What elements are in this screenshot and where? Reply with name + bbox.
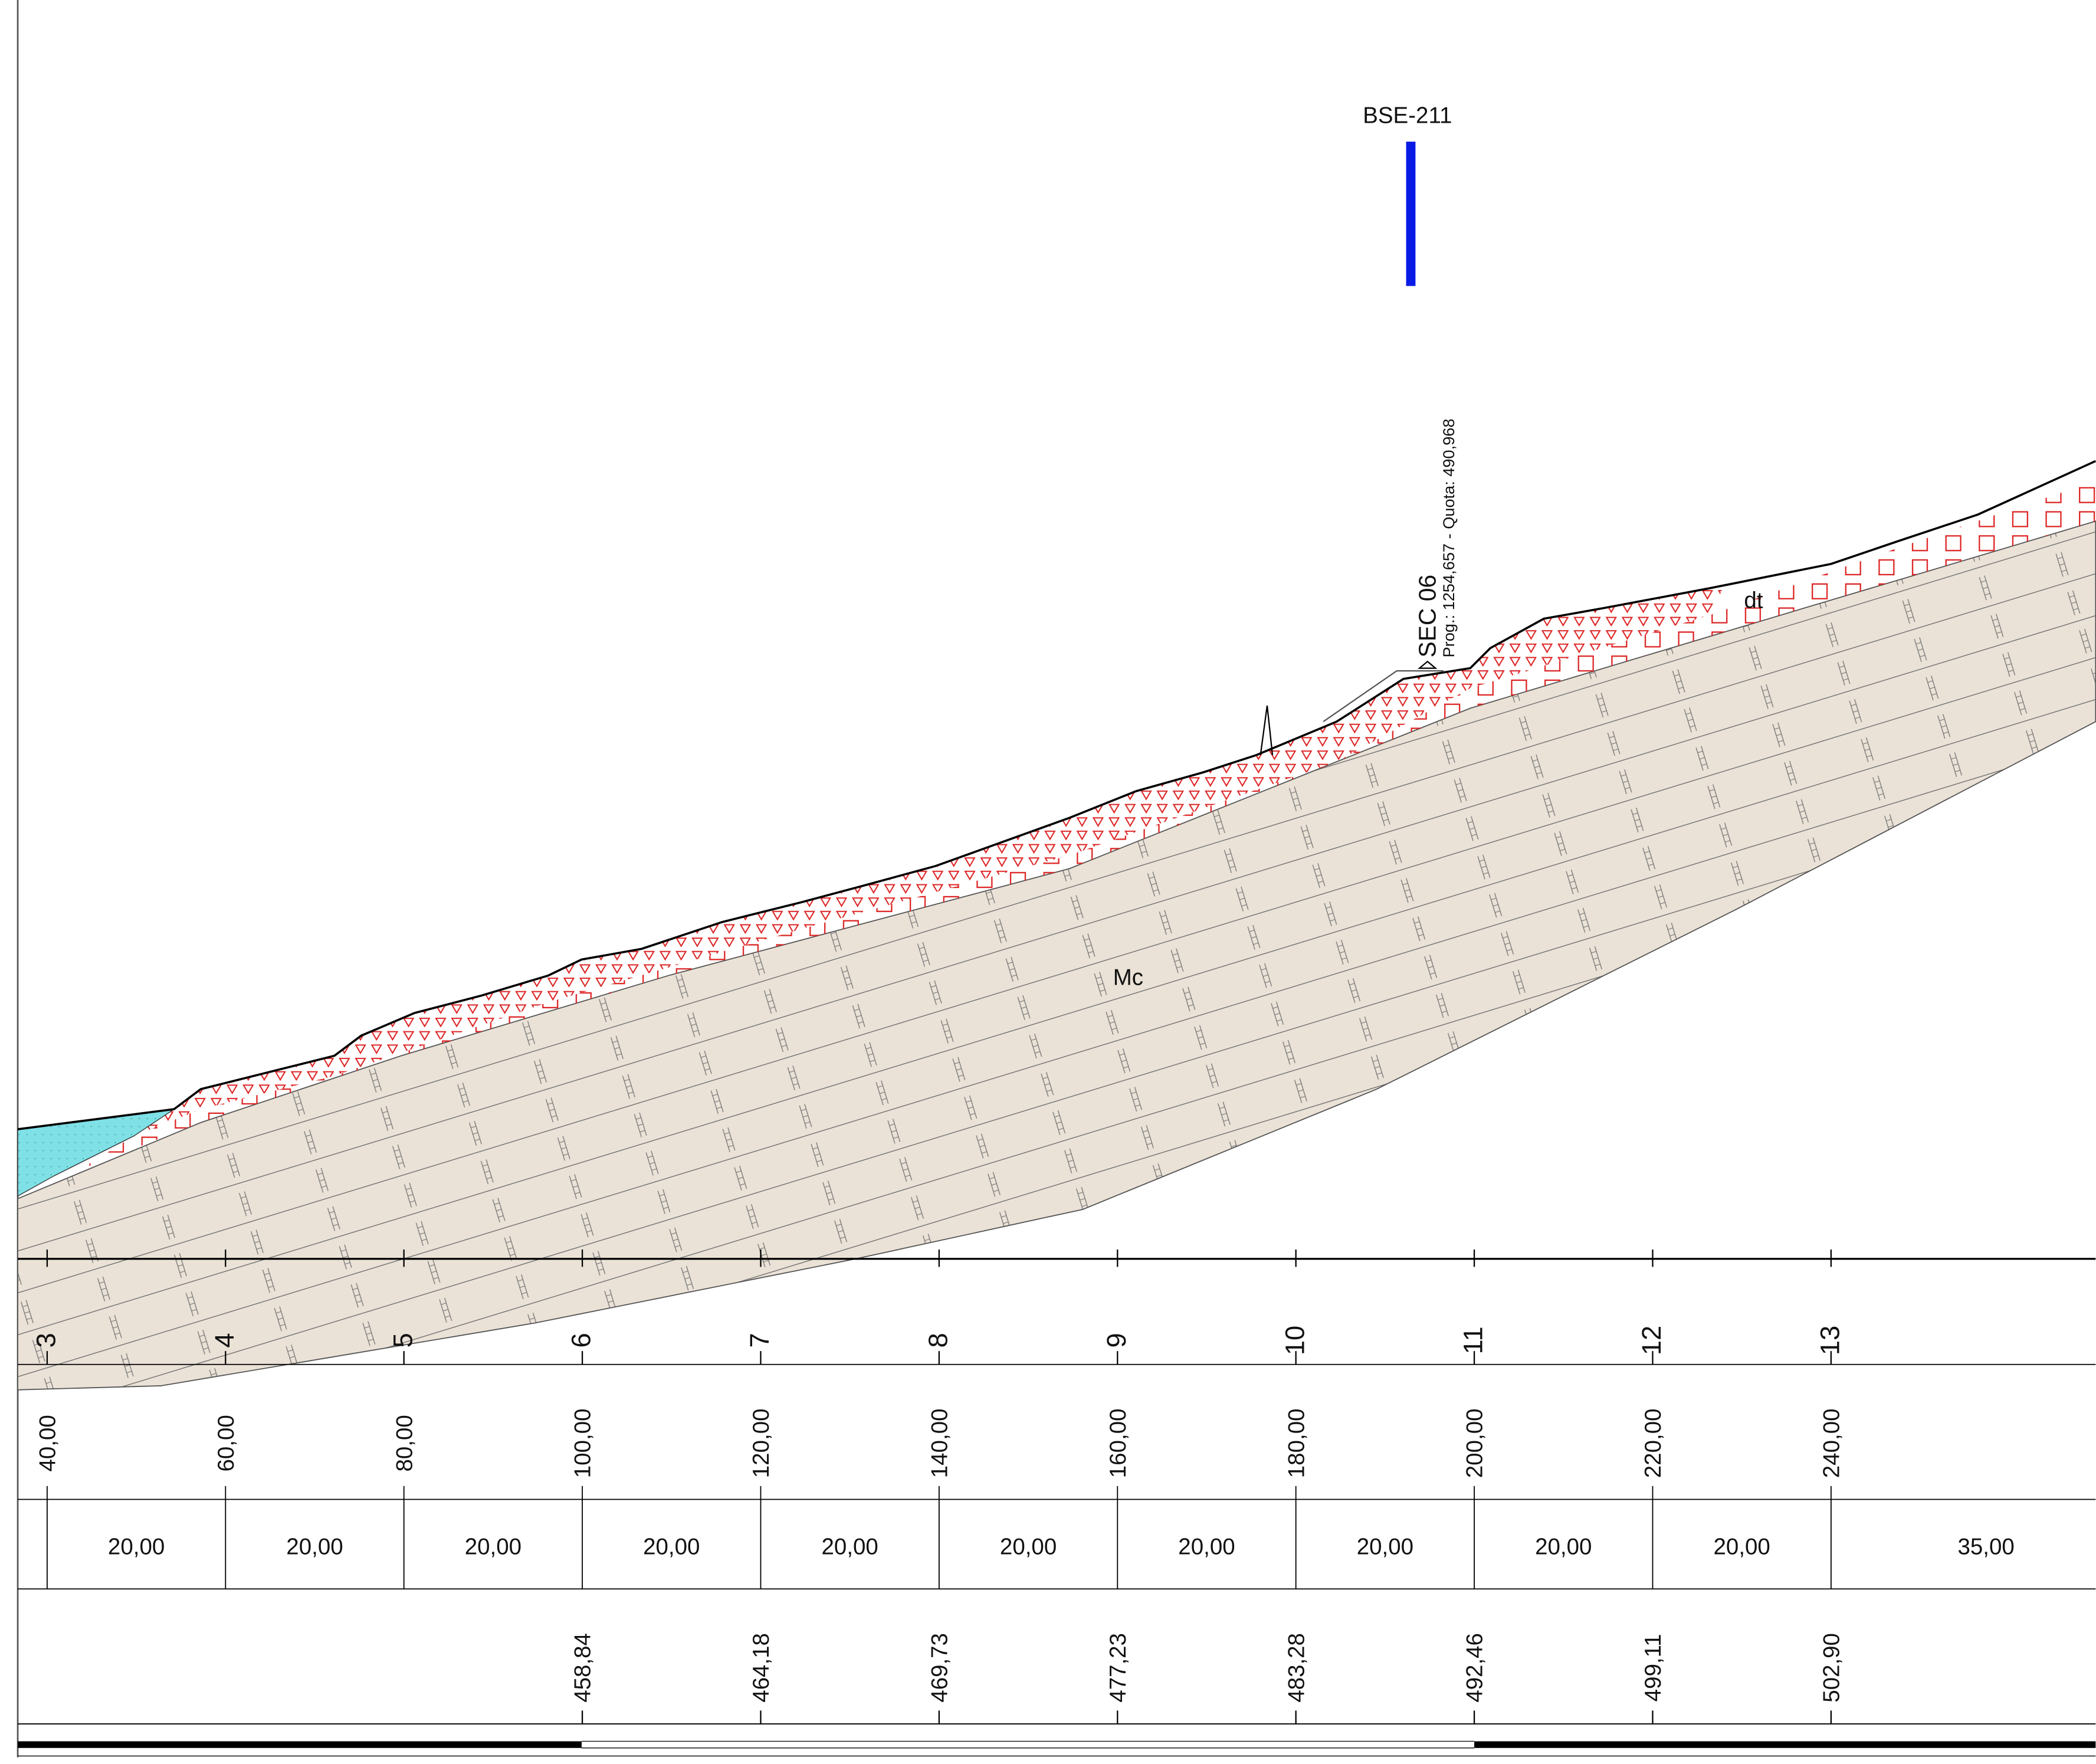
elevation-label: 502,90 (1819, 1633, 1844, 1703)
distance-label: 140,00 (927, 1408, 952, 1478)
section-info: Prog.: 1254,657 - Quota: 490,968 (1439, 419, 1458, 658)
distance-label: 80,00 (392, 1415, 417, 1471)
layer-squares (80, 481, 2096, 1170)
station-label: 7 (744, 1333, 775, 1347)
elevation-label: 458,84 (570, 1633, 596, 1703)
layer-label: dt (1744, 588, 1763, 614)
distance-label: 120,00 (749, 1408, 774, 1478)
station-label: 10 (1280, 1326, 1310, 1355)
partial-label: 20,00 (286, 1534, 343, 1559)
road (1323, 670, 1444, 723)
elevation-label: 477,23 (1106, 1633, 1131, 1703)
table-lines (18, 1258, 2096, 1757)
partial-label: 20,00 (465, 1534, 521, 1559)
borehole (1406, 142, 1416, 286)
station-label: 6 (566, 1333, 596, 1347)
station-label: 11 (1458, 1326, 1488, 1354)
borehole-label: BSE-211 (1363, 103, 1452, 128)
station-label: 8 (923, 1333, 953, 1347)
distance-label: 60,00 (214, 1415, 239, 1471)
partial-label: 20,00 (1535, 1534, 1592, 1559)
station-label: 5 (388, 1333, 418, 1347)
ground-line (17, 460, 2096, 1130)
rock-mc (17, 520, 2096, 1391)
partial-label: 20,00 (822, 1534, 878, 1559)
partial-label: 20,00 (108, 1534, 165, 1559)
partial-label: 20,00 (1357, 1534, 1413, 1559)
section-name: SEC 06 (1413, 575, 1441, 658)
distance-label: 220,00 (1641, 1408, 1666, 1478)
elevation-label: 499,11 (1641, 1634, 1666, 1701)
partial-label: 20,00 (1714, 1534, 1770, 1559)
elevation-label: 469,73 (927, 1633, 952, 1703)
distance-label: 40,00 (35, 1415, 60, 1471)
distance-label: 100,00 (570, 1408, 596, 1478)
layer-dt (134, 585, 1724, 1136)
partial-label: 20,00 (1000, 1534, 1057, 1559)
distance-label: 160,00 (1106, 1408, 1131, 1478)
elevation-label: 483,28 (1284, 1633, 1309, 1703)
partial-label: 20,00 (643, 1534, 700, 1559)
station-label: 4 (209, 1333, 240, 1347)
station-label: 12 (1636, 1326, 1667, 1355)
distance-label: 200,00 (1462, 1408, 1488, 1478)
elevation-label: 464,18 (749, 1633, 774, 1703)
distance-label: 240,00 (1819, 1408, 1844, 1478)
elevation-label: 492,46 (1462, 1633, 1488, 1703)
marker (1259, 705, 1274, 755)
partial-label: 35,00 (1957, 1534, 2014, 1559)
partial-label: 20,00 (1178, 1534, 1235, 1559)
layer-label: Mc (1113, 965, 1143, 990)
distance-label: 180,00 (1284, 1408, 1309, 1478)
station-label: 9 (1101, 1333, 1131, 1347)
station-label: 13 (1815, 1326, 1845, 1355)
section-marker (1418, 660, 1438, 669)
station-label: 3 (31, 1333, 61, 1347)
